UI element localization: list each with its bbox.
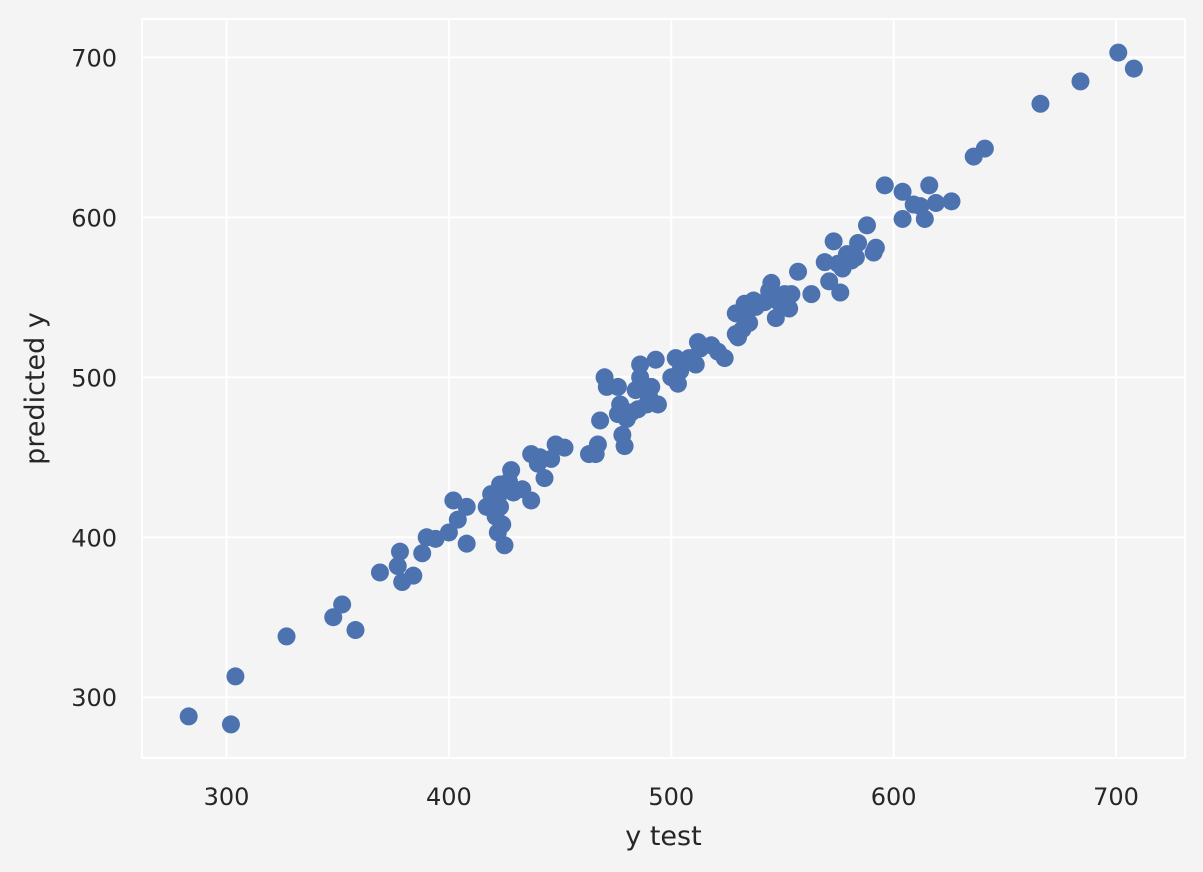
data-point [457,497,476,516]
data-point [495,536,514,555]
data-point [975,139,994,158]
data-point [915,209,934,228]
y-tick-labels: 300 400 500 600 700 [71,44,117,712]
data-point [780,299,799,318]
data-point [226,667,245,686]
data-point [740,313,759,332]
data-point [324,608,343,627]
data-point [926,193,945,212]
data-point [522,491,541,510]
y-tick-label: 500 [71,364,117,392]
scatter-points [179,43,1143,734]
data-point [766,309,785,328]
data-point [631,355,650,374]
data-point [893,209,912,228]
data-point [448,510,467,529]
data-point [491,497,510,516]
plot-frame [141,18,1186,759]
y-tick-label: 300 [71,684,117,712]
data-point [857,216,876,235]
data-point [820,272,839,291]
data-point [846,248,865,267]
data-point [1124,59,1143,78]
data-point [1031,94,1050,113]
y-gridlines [142,56,1185,699]
data-point [426,529,445,548]
x-tick-label: 700 [1093,783,1139,811]
x-tick-label: 300 [204,783,250,811]
data-point [893,182,912,201]
y-axis-label: predicted y [20,312,51,465]
data-point [413,544,432,563]
data-point [866,238,885,257]
data-point [179,707,198,726]
data-point [370,563,389,582]
data-point [388,557,407,576]
data-point [802,285,821,304]
data-point [333,595,352,614]
x-tick-label: 600 [871,783,917,811]
data-point [404,566,423,585]
data-point [782,285,801,304]
data-point [608,377,627,396]
data-point [824,232,843,251]
plot-background [142,19,1185,758]
data-point [1109,43,1128,62]
data-point [591,411,610,430]
data-point [588,435,607,454]
data-point [671,361,690,380]
data-point [920,176,939,195]
data-point [346,621,365,640]
data-point [502,461,521,480]
data-point [277,627,296,646]
data-point [221,715,240,734]
data-point [849,233,868,252]
data-point [646,350,665,369]
data-point [686,355,705,374]
data-point [444,491,463,510]
data-point [762,273,781,292]
data-point [831,283,850,302]
data-point [493,515,512,534]
data-point [439,523,458,542]
data-point [815,253,834,272]
data-point [942,192,961,211]
data-point [555,438,574,457]
y-tick-label: 700 [71,44,117,72]
data-point [715,349,734,368]
data-point [875,176,894,195]
y-tick-label: 400 [71,524,117,552]
data-point [615,437,634,456]
data-point [542,449,561,468]
x-tick-label: 400 [426,783,472,811]
x-tick-labels: 300 400 500 600 700 [204,783,1139,811]
x-axis-label: y test [625,821,701,852]
data-point [648,395,667,414]
data-point [1071,72,1090,91]
data-point [457,534,476,553]
data-point [642,377,661,396]
data-point [789,262,808,281]
data-point [535,469,554,488]
y-tick-label: 600 [71,204,117,232]
data-point [390,542,409,561]
x-tick-label: 500 [648,783,694,811]
